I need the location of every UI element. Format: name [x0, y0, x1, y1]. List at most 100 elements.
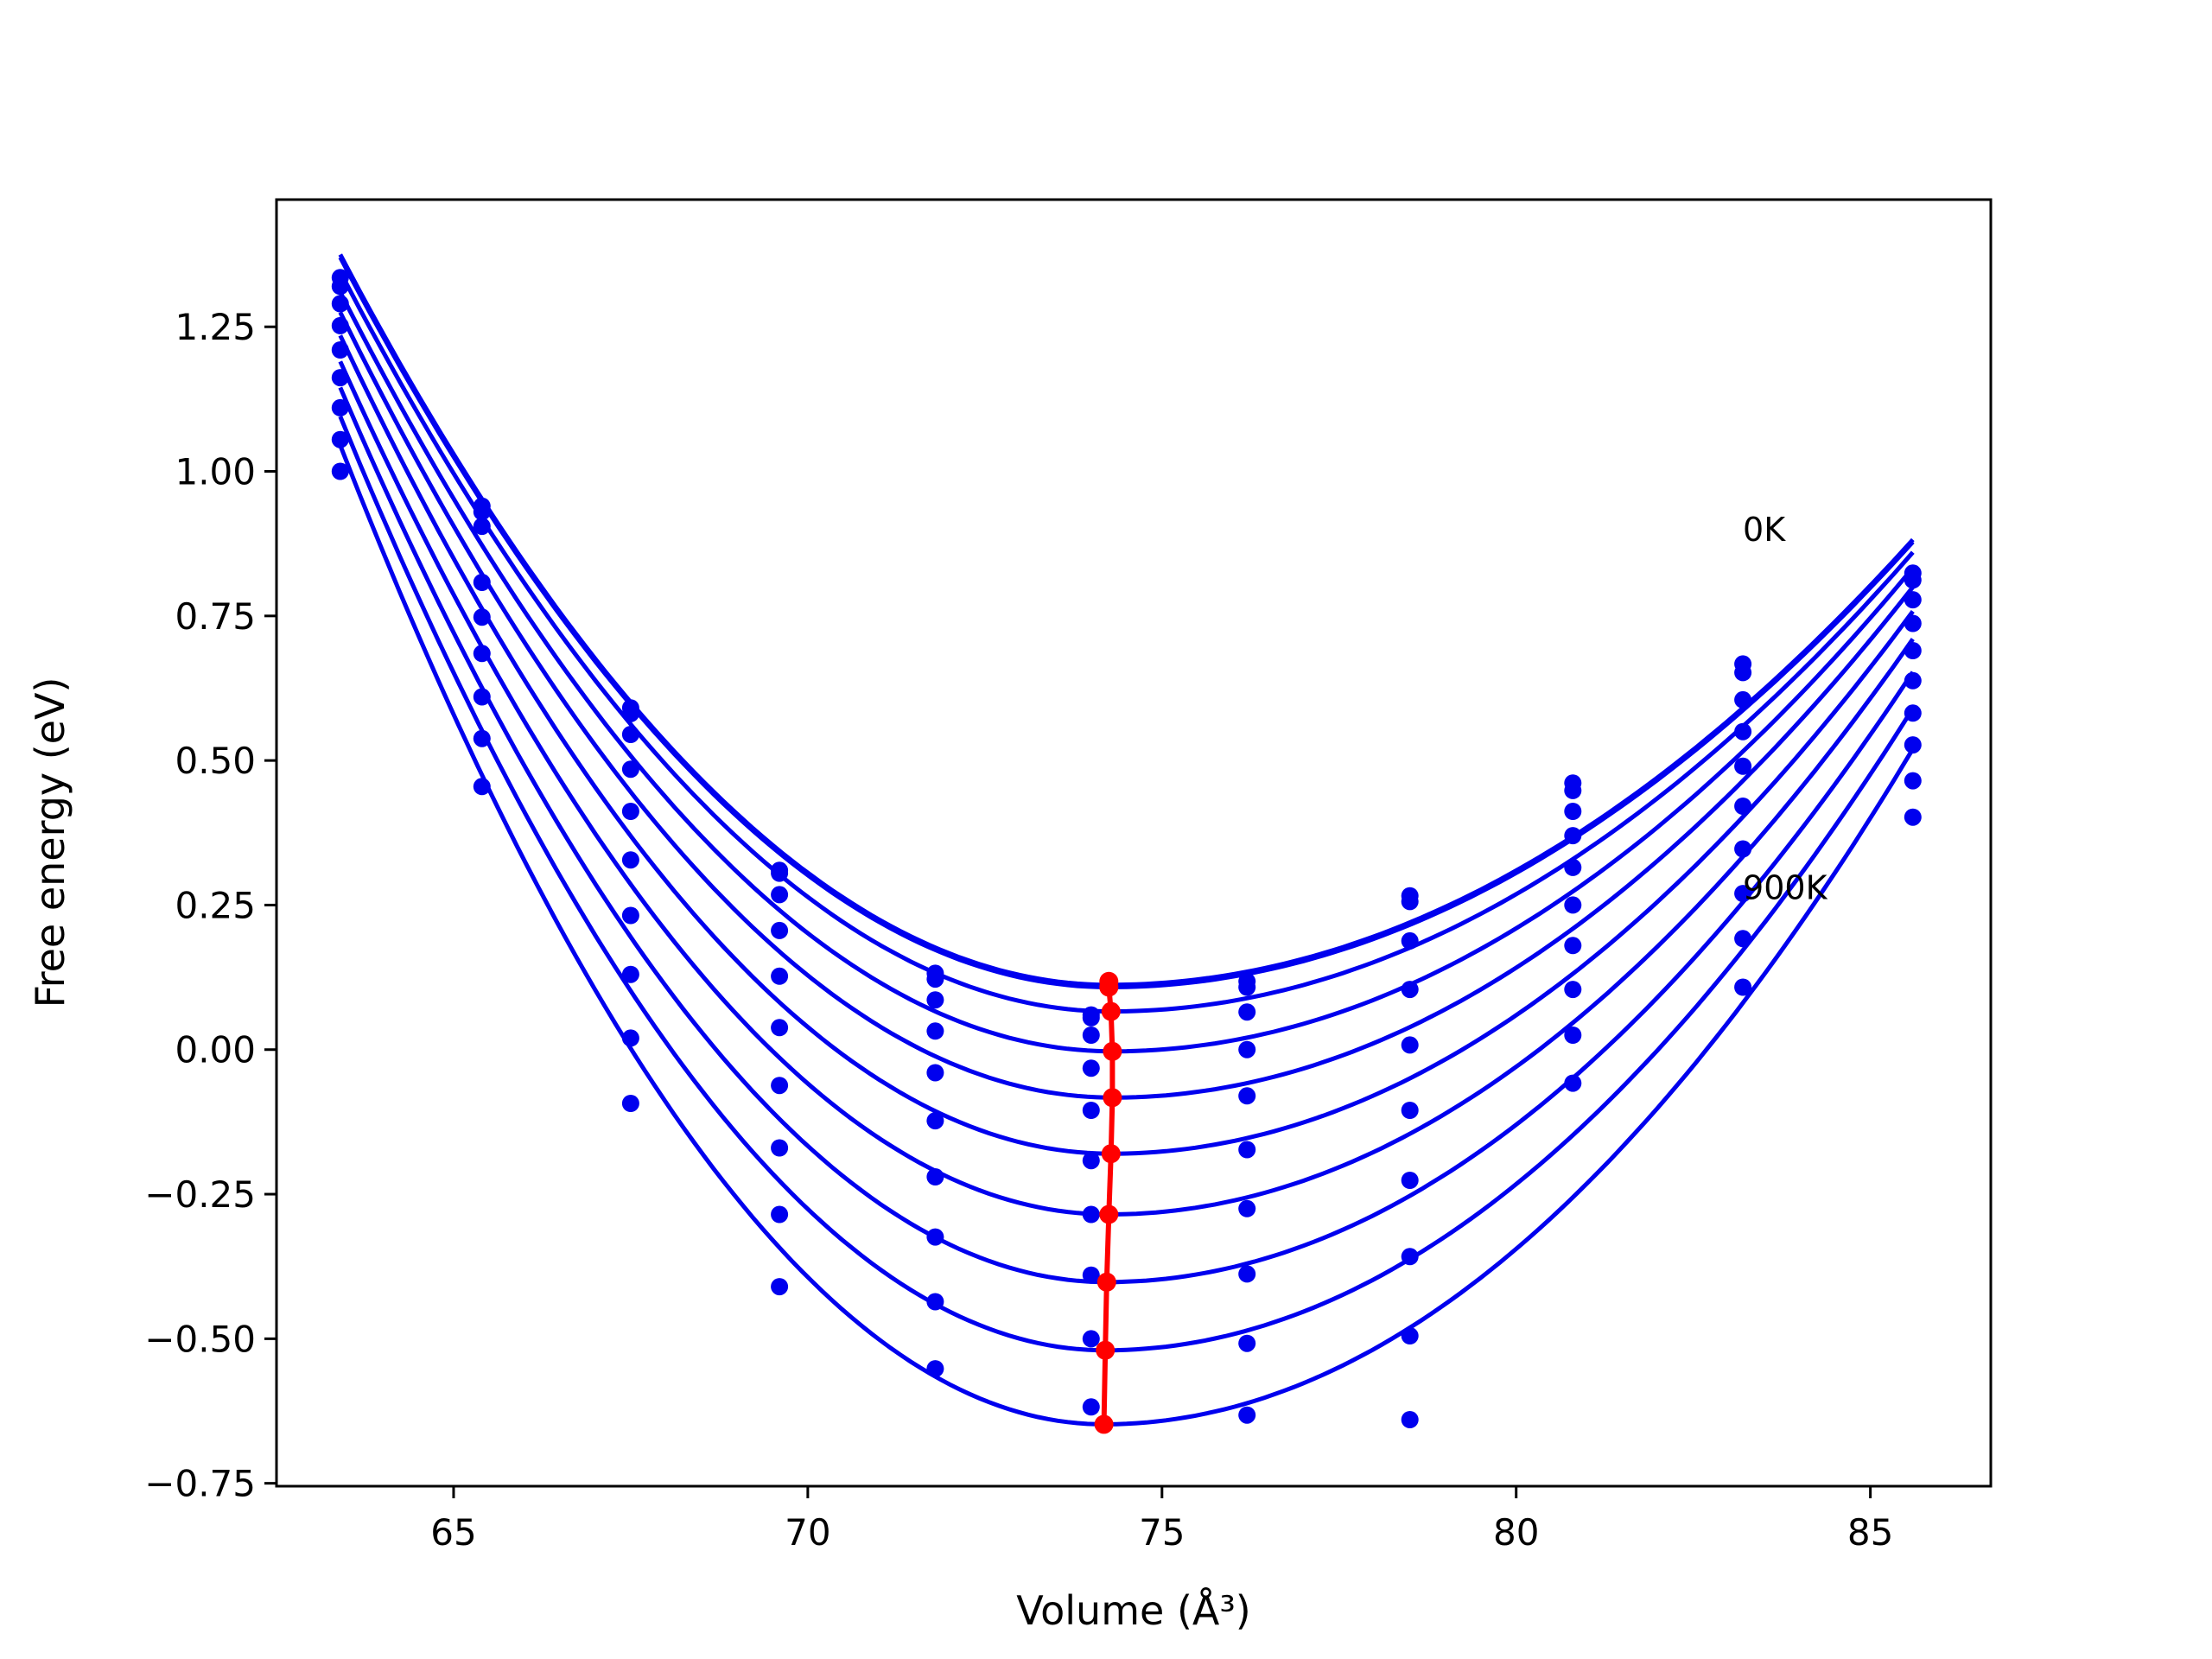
plot-content	[331, 253, 1922, 1434]
data-point	[1564, 1074, 1582, 1092]
data-point	[621, 1095, 639, 1112]
equilibrium-point	[1096, 1272, 1116, 1292]
data-point	[1082, 1152, 1100, 1170]
x-axis: 65 70 75 80 85	[430, 1486, 1893, 1554]
data-point	[926, 991, 944, 1009]
data-point	[771, 967, 789, 985]
equilibrium-point	[1094, 1414, 1114, 1434]
data-point	[331, 462, 349, 480]
equilibrium-point	[1101, 1001, 1121, 1021]
y-tick-label: −0.75	[144, 1463, 256, 1505]
data-point	[1238, 1087, 1256, 1105]
equilibrium-point	[1099, 1205, 1119, 1224]
data-point	[1238, 1003, 1256, 1021]
data-point	[1734, 722, 1752, 741]
equilibrium-point	[1101, 1144, 1121, 1164]
data-point	[1734, 885, 1752, 903]
data-point	[1734, 664, 1752, 682]
energy-curve-3	[338, 290, 1915, 1054]
data-point	[1734, 978, 1752, 996]
data-point	[1734, 930, 1752, 948]
data-point	[621, 965, 639, 983]
y-axis: −0.75 −0.50 −0.25 0.00 0.25 0.50 0.75 1.00 1.25	[144, 306, 276, 1505]
data-point	[621, 726, 639, 743]
energy-curve-5	[338, 334, 1915, 1156]
data-point	[1082, 1008, 1100, 1027]
data-point	[1401, 931, 1419, 950]
data-point	[1564, 896, 1582, 914]
data-point	[771, 1019, 789, 1037]
data-point	[1564, 781, 1582, 799]
x-tick-label: 75	[1139, 1511, 1185, 1554]
data-point	[473, 518, 491, 536]
data-point	[1904, 736, 1922, 754]
data-point	[331, 430, 349, 448]
data-point	[1564, 827, 1582, 845]
data-point	[926, 1360, 944, 1378]
data-point	[771, 1205, 789, 1224]
data-point	[1238, 978, 1256, 996]
y-tick-label: −0.50	[144, 1318, 256, 1360]
data-point	[926, 1228, 944, 1246]
y-tick-label: 0.00	[175, 1029, 256, 1071]
data-point	[1238, 1406, 1256, 1424]
energy-curve-8	[338, 416, 1915, 1353]
data-point	[1401, 893, 1419, 911]
data-point	[473, 503, 491, 521]
data-point	[771, 886, 789, 904]
y-tick-label: 1.00	[175, 451, 256, 493]
energy-curve-9	[338, 444, 1915, 1427]
data-point	[1238, 1040, 1256, 1058]
data-point	[621, 851, 639, 869]
data-point	[1082, 1027, 1100, 1044]
data-point	[1082, 1330, 1100, 1348]
data-point	[1734, 840, 1752, 858]
data-point	[1564, 858, 1582, 876]
data-point	[621, 760, 639, 779]
temperature-annotation: 900K	[1743, 869, 1828, 907]
x-tick-label: 65	[430, 1511, 476, 1554]
energy-curve-6	[338, 360, 1915, 1217]
energy-curve-1	[338, 256, 1915, 990]
data-point	[1238, 1141, 1256, 1159]
data-point	[621, 803, 639, 820]
energy-curve-7	[338, 386, 1915, 1285]
equilibrium-point	[1096, 1340, 1116, 1360]
data-point	[1564, 937, 1582, 955]
data-point	[1401, 1411, 1419, 1428]
data-point	[771, 1077, 789, 1095]
data-point	[926, 1022, 944, 1040]
data-point	[1082, 1102, 1100, 1119]
data-point	[1401, 1036, 1419, 1054]
x-tick-label: 80	[1493, 1511, 1539, 1554]
data-point	[621, 906, 639, 925]
x-axis-label: Volume (Å³)	[1016, 1587, 1251, 1634]
data-point	[926, 1112, 944, 1130]
data-point	[771, 1278, 789, 1296]
equilibrium-point	[1099, 977, 1119, 997]
data-point	[1734, 798, 1752, 815]
data-point	[1238, 1199, 1256, 1217]
data-point	[1564, 803, 1582, 820]
data-point	[1734, 757, 1752, 775]
data-point	[1564, 981, 1582, 999]
energy-curve-2	[338, 270, 1915, 1014]
data-point	[771, 921, 789, 939]
energy-curve-4	[338, 311, 1915, 1100]
data-point	[1401, 981, 1419, 999]
annotations: 0K 900K	[1743, 511, 1828, 907]
data-point	[926, 1168, 944, 1185]
data-point	[1082, 1205, 1100, 1224]
data-point	[1401, 1102, 1419, 1119]
plot-frame	[275, 198, 1993, 1488]
data-point	[926, 1064, 944, 1082]
x-tick-label: 85	[1847, 1511, 1893, 1554]
equilibrium-line	[1101, 981, 1116, 1425]
equilibrium-point	[1103, 1088, 1122, 1108]
data-point	[331, 398, 349, 416]
data-point	[1082, 1266, 1100, 1284]
data-point	[1238, 1265, 1256, 1283]
y-tick-label: 0.25	[175, 884, 256, 926]
data-point	[1082, 1059, 1100, 1077]
